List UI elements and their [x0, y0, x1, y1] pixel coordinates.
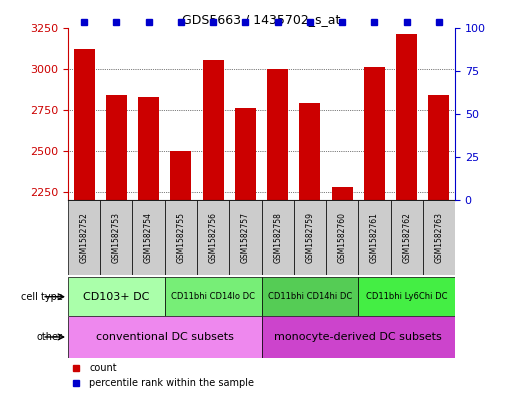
Bar [364, 67, 385, 200]
Text: CD11bhi Ly6Chi DC: CD11bhi Ly6Chi DC [366, 292, 447, 301]
Bar [299, 103, 321, 200]
Text: CD11bhi CD14lo DC: CD11bhi CD14lo DC [171, 292, 255, 301]
Text: GSM1582755: GSM1582755 [176, 212, 185, 263]
Bar [165, 200, 197, 275]
Bar [68, 316, 262, 358]
Text: GSM1582757: GSM1582757 [241, 212, 250, 263]
Bar [262, 316, 455, 358]
Bar [235, 108, 256, 200]
Bar [326, 200, 358, 275]
Bar [423, 200, 455, 275]
Bar [197, 200, 229, 275]
Text: CD103+ DC: CD103+ DC [83, 292, 150, 302]
Text: GSM1582761: GSM1582761 [370, 212, 379, 263]
Text: monocyte-derived DC subsets: monocyte-derived DC subsets [275, 332, 442, 342]
Bar [262, 200, 294, 275]
Title: GDS5663 / 1435702_s_at: GDS5663 / 1435702_s_at [183, 13, 340, 26]
Text: GSM1582756: GSM1582756 [209, 212, 218, 263]
Bar [391, 200, 423, 275]
Text: GSM1582760: GSM1582760 [338, 212, 347, 263]
Bar [358, 277, 455, 316]
Bar [262, 277, 358, 316]
Text: CD11bhi CD14hi DC: CD11bhi CD14hi DC [268, 292, 352, 301]
Bar [68, 200, 100, 275]
Text: percentile rank within the sample: percentile rank within the sample [89, 378, 254, 388]
Bar [100, 200, 132, 275]
Text: GSM1582762: GSM1582762 [402, 212, 411, 263]
Bar [332, 187, 353, 200]
Bar [170, 151, 191, 200]
Bar [132, 200, 165, 275]
Bar [428, 95, 449, 200]
Bar [138, 97, 159, 200]
Text: GSM1582753: GSM1582753 [112, 212, 121, 263]
Text: other: other [37, 332, 63, 342]
Bar [229, 200, 262, 275]
Text: GSM1582763: GSM1582763 [435, 212, 444, 263]
Text: conventional DC subsets: conventional DC subsets [96, 332, 234, 342]
Text: GSM1582759: GSM1582759 [305, 212, 314, 263]
Bar [358, 200, 391, 275]
Bar [165, 277, 262, 316]
Text: cell type: cell type [21, 292, 63, 302]
Bar [396, 34, 417, 200]
Bar [294, 200, 326, 275]
Bar [202, 61, 224, 200]
Bar [267, 69, 288, 200]
Bar [68, 277, 165, 316]
Bar [74, 49, 95, 200]
Bar [106, 95, 127, 200]
Text: GSM1582752: GSM1582752 [79, 212, 88, 263]
Text: GSM1582758: GSM1582758 [273, 212, 282, 263]
Text: GSM1582754: GSM1582754 [144, 212, 153, 263]
Text: count: count [89, 362, 117, 373]
